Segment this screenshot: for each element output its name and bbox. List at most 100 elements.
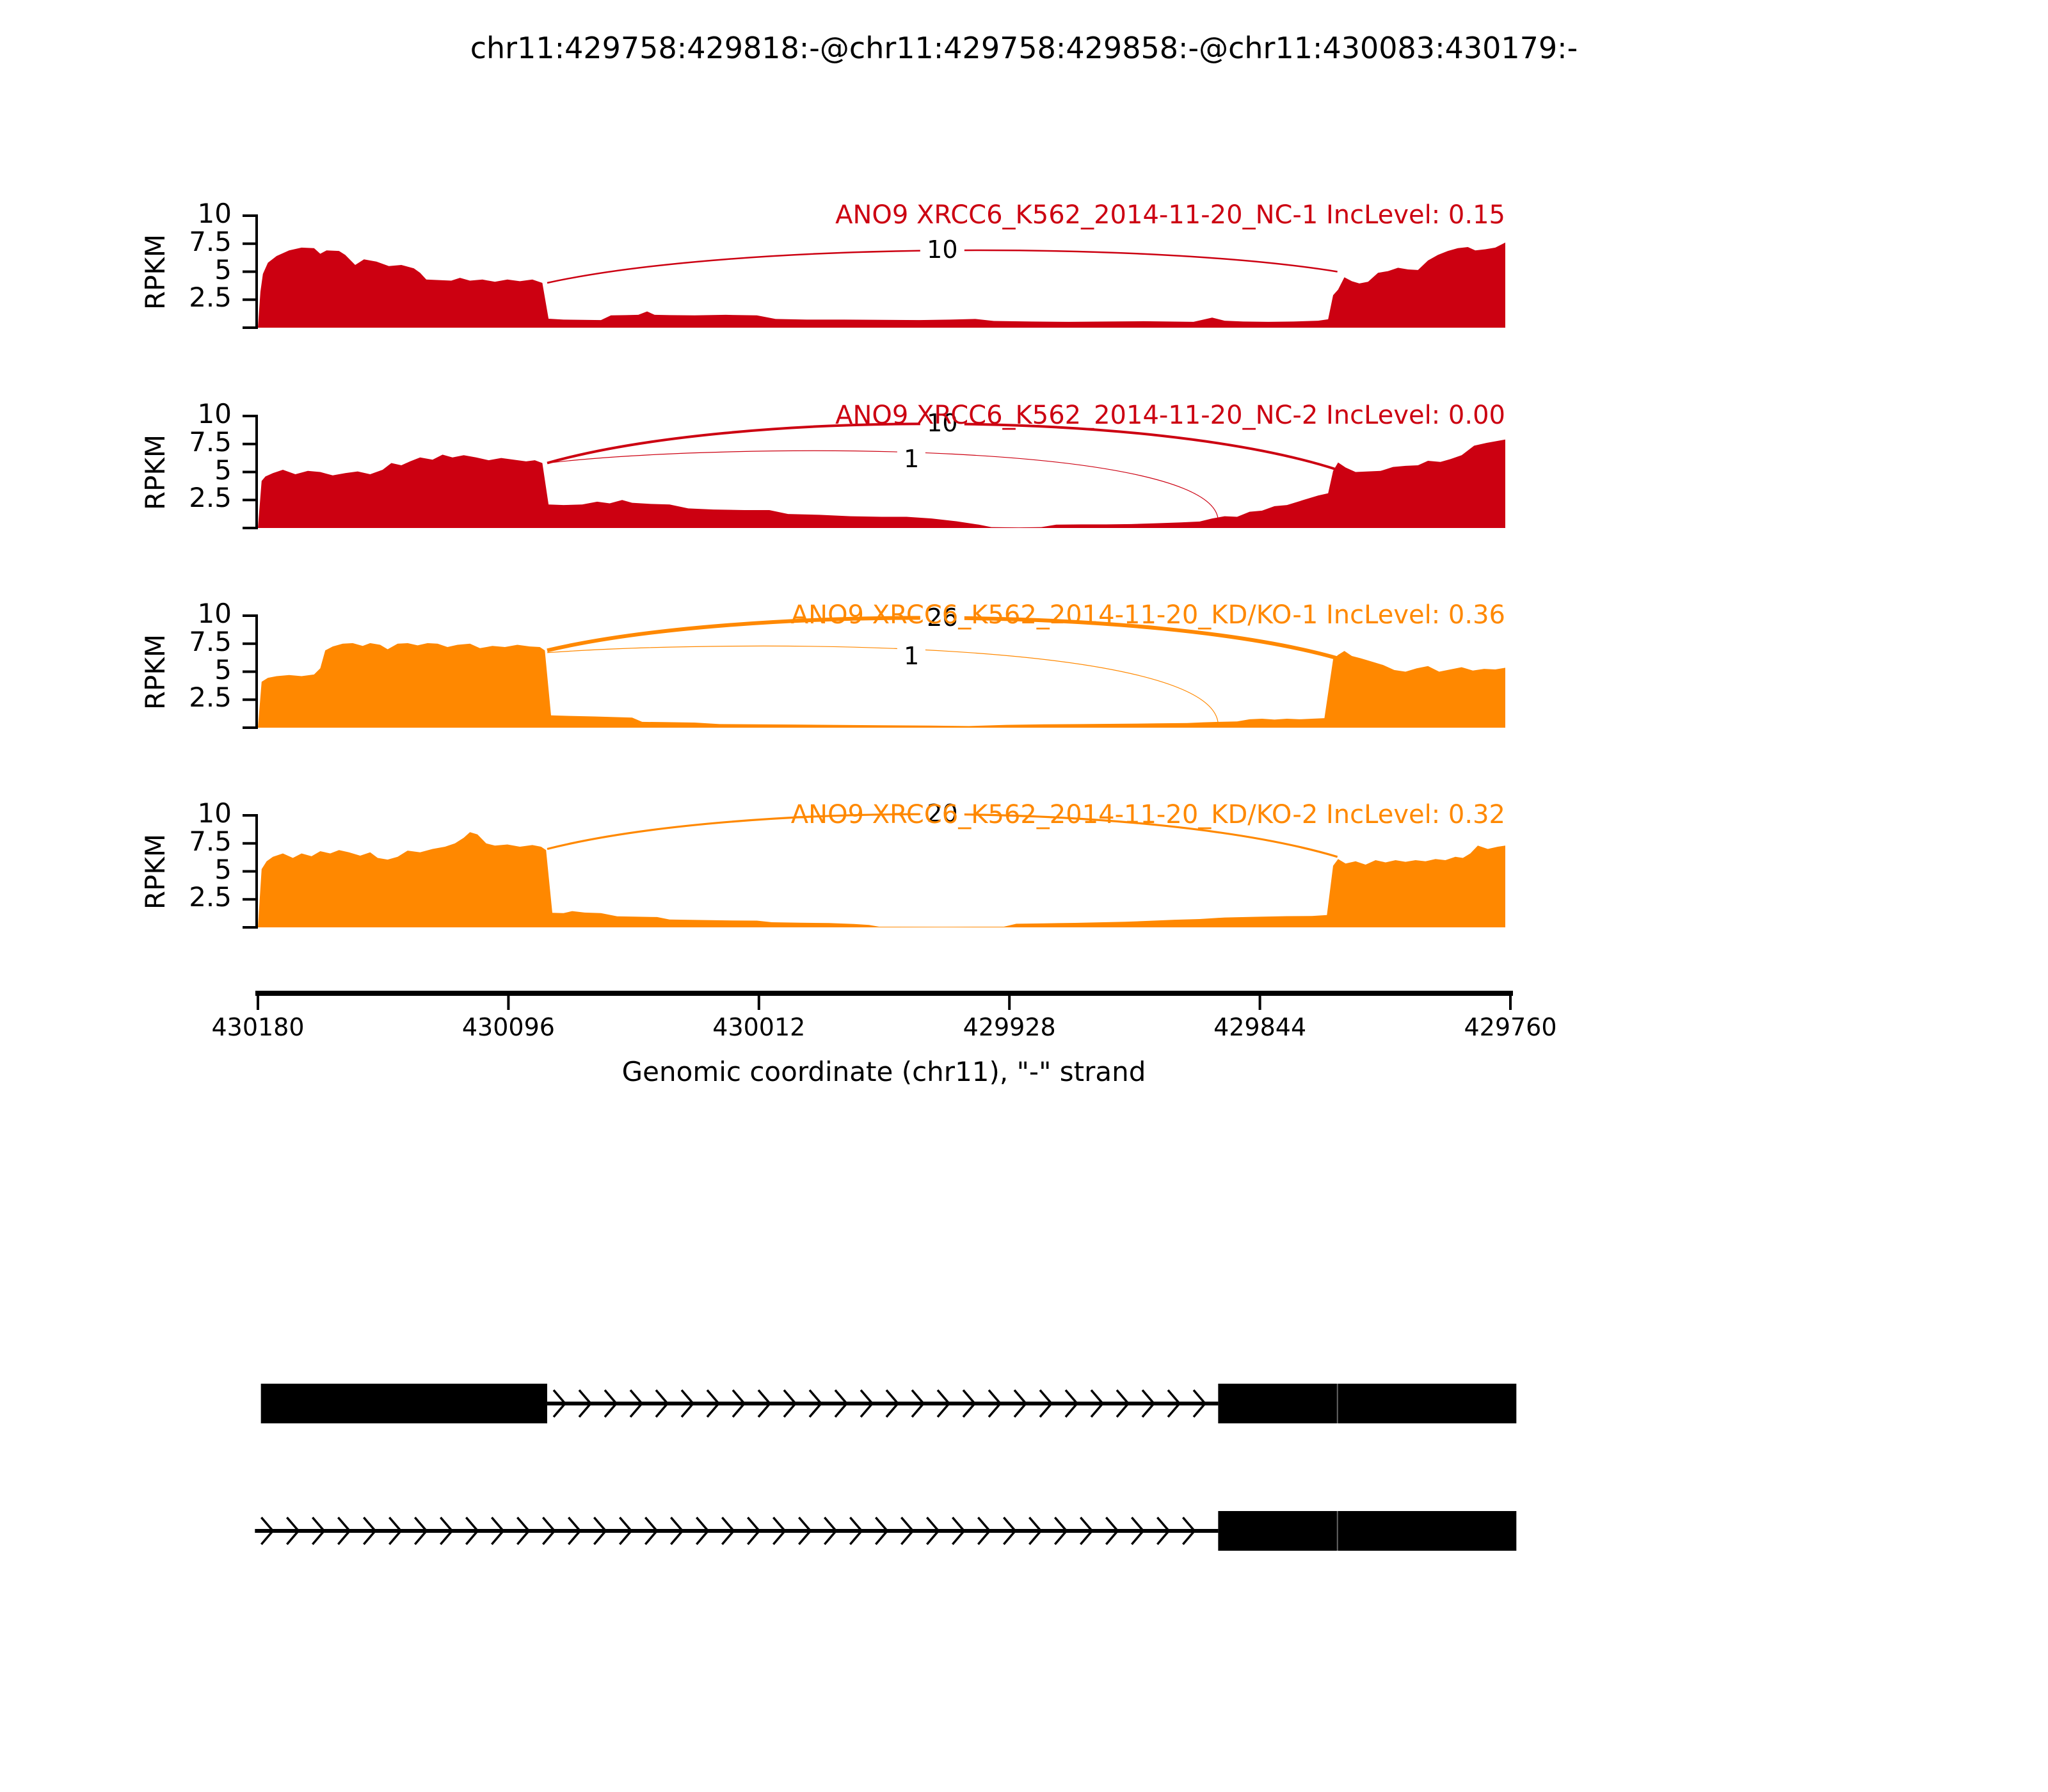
y-axis-label: RPKM (140, 234, 171, 310)
strand-arrow-icon (783, 1389, 797, 1418)
strand-arrow-icon (388, 1516, 403, 1546)
strand-arrow-icon (1182, 1516, 1196, 1546)
junction-count-label: 10 (920, 410, 964, 438)
y-tick-label: 10 (197, 398, 232, 429)
strand-arrow-icon (732, 1389, 746, 1418)
track-label: ANO9 XRCC6_K562_2014-11-20_KD/KO-2 IncLe… (790, 800, 1505, 829)
junction-count-label: 10 (920, 236, 964, 265)
strand-arrow-icon (1156, 1516, 1171, 1546)
strand-arrow-icon (568, 1516, 582, 1546)
strand-arrow-icon (936, 1389, 951, 1418)
strand-arrow-icon (629, 1389, 644, 1418)
exon-box-isoform-1 (260, 1384, 547, 1423)
strand-arrow-icon (706, 1389, 721, 1418)
strand-arrow-icon (1131, 1516, 1145, 1546)
track-label: ANO9 XRCC6_K562_2014-11-20_KD/KO-1 IncLe… (790, 600, 1505, 630)
x-tick-label: 430180 (211, 1013, 305, 1041)
strand-arrow-icon (552, 1389, 567, 1418)
y-axis-label: RPKM (140, 634, 171, 710)
strand-arrow-icon (465, 1516, 479, 1546)
strand-arrow-icon (593, 1516, 607, 1546)
strand-arrow-icon (414, 1516, 428, 1546)
coverage-area-track-4 (258, 832, 1505, 927)
x-axis-label: Genomic coordinate (chr11), "-" strand (621, 1056, 1146, 1087)
junction-arc-track-2-count-1 (547, 450, 1219, 522)
strand-arrow-icon (1192, 1389, 1207, 1418)
coverage-area-track-1 (258, 243, 1505, 328)
y-tick-label: 2.5 (189, 881, 232, 913)
strand-arrow-icon (312, 1516, 326, 1546)
strand-arrow-icon (516, 1516, 531, 1546)
y-tick-label: 5 (214, 454, 232, 486)
strand-arrow-icon (680, 1389, 695, 1418)
strand-arrow-icon (542, 1516, 556, 1546)
strand-arrow-icon (808, 1389, 823, 1418)
junction-count-label: 1 (897, 643, 926, 671)
strand-arrow-icon (952, 1516, 966, 1546)
x-tick-label: 430096 (461, 1013, 555, 1041)
strand-arrow-icon (1013, 1389, 1028, 1418)
strand-arrow-icon (977, 1516, 991, 1546)
strand-arrow-icon (260, 1516, 275, 1546)
y-tick-label: 10 (197, 797, 232, 829)
exon-box-isoform-1 (1218, 1384, 1338, 1423)
y-axis-label: RPKM (140, 833, 171, 910)
x-tick-label: 429928 (963, 1013, 1056, 1041)
y-tick-label: 7.5 (189, 625, 232, 657)
strand-arrow-icon (1080, 1516, 1094, 1546)
strand-arrow-icon (772, 1516, 787, 1546)
junction-count-label: 20 (920, 800, 964, 829)
x-tick-label: 429760 (1464, 1013, 1557, 1041)
strand-arrow-icon (1039, 1389, 1053, 1418)
strand-arrow-icon (440, 1516, 454, 1546)
track-label: ANO9 XRCC6_K562_2014-11-20_NC-1 IncLevel… (835, 200, 1505, 230)
strand-arrow-icon (900, 1516, 915, 1546)
strand-arrow-icon (286, 1516, 300, 1546)
strand-arrow-icon (670, 1516, 684, 1546)
coverage-area-track-2 (258, 439, 1505, 528)
y-tick-label: 2.5 (189, 482, 232, 514)
strand-arrow-icon (747, 1516, 761, 1546)
strand-arrow-icon (578, 1389, 593, 1418)
strand-arrow-icon (824, 1516, 838, 1546)
y-tick-label: 5 (214, 253, 232, 285)
x-tick-label: 429844 (1213, 1013, 1307, 1041)
y-tick-label: 10 (197, 198, 232, 229)
strand-arrow-icon (655, 1389, 669, 1418)
strand-arrow-icon (926, 1516, 940, 1546)
strand-arrow-icon (1116, 1389, 1130, 1418)
strand-arrow-icon (363, 1516, 377, 1546)
junction-count-label: 1 (897, 445, 926, 474)
coverage-area-track-3 (258, 643, 1505, 728)
strand-arrow-icon (988, 1389, 1002, 1418)
y-tick-label: 5 (214, 853, 232, 885)
strand-arrow-icon (875, 1516, 889, 1546)
strand-arrow-icon (721, 1516, 735, 1546)
junction-arc-track-3-count-1 (547, 645, 1219, 726)
y-tick-label: 7.5 (189, 426, 232, 458)
strand-arrow-icon (1064, 1389, 1079, 1418)
strand-arrow-icon (644, 1516, 659, 1546)
strand-arrow-icon (1003, 1516, 1017, 1546)
exon-box-isoform-1 (1337, 1384, 1517, 1423)
strand-arrow-icon (849, 1516, 863, 1546)
y-axis-label: RPKM (140, 434, 171, 511)
strand-arrow-icon (885, 1389, 900, 1418)
strand-arrow-icon (1028, 1516, 1043, 1546)
strand-arrow-icon (696, 1516, 710, 1546)
strand-arrow-icon (337, 1516, 351, 1546)
y-tick-label: 7.5 (189, 825, 232, 857)
strand-arrow-icon (1105, 1516, 1119, 1546)
y-tick-label: 10 (197, 598, 232, 629)
track-label: ANO9 XRCC6_K562_2014-11-20_NC-2 IncLevel… (835, 401, 1505, 430)
strand-arrow-icon (1090, 1389, 1105, 1418)
strand-arrow-icon (757, 1389, 772, 1418)
strand-arrow-icon (911, 1389, 925, 1418)
y-tick-label: 5 (214, 653, 232, 685)
strand-arrow-icon (798, 1516, 812, 1546)
y-tick-label: 2.5 (189, 282, 232, 314)
y-tick-label: 2.5 (189, 682, 232, 714)
strand-arrow-icon (834, 1389, 849, 1418)
strand-arrow-icon (962, 1389, 977, 1418)
